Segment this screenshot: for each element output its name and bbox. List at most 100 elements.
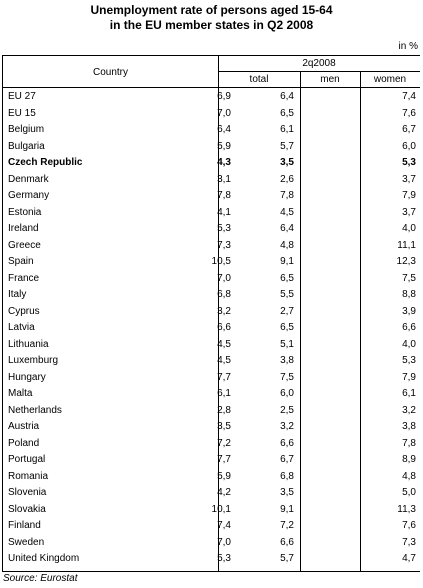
men-cell: 5,5 [280,289,294,300]
women-cell: 6,0 [402,140,416,152]
table-row: Denmark 3,1 2,6 3,7 [3,172,420,189]
header-women: women [373,74,407,85]
women-cell: 12,3 [396,256,416,267]
table-row: Portugal 7,7 6,7 8,9 [3,452,420,469]
table-row: Czech Republic 4,3 3,5 5,3 [3,155,420,172]
men-cell: 6,0 [280,388,294,399]
header-total: total [249,74,269,85]
table-row: Cyprus 3,2 2,7 3,9 [3,304,420,321]
men-cell: 4,5 [280,206,294,218]
total-cell: 7,0 [217,536,231,548]
table-row: Hungary 7,7 7,5 7,9 [3,370,420,387]
women-cell: 4,8 [402,470,416,482]
total-cell: 7,7 [217,454,231,465]
total-cell: 7,3 [217,239,231,251]
total-cell: 3,5 [217,421,231,432]
table-row: Belgium 6,4 6,1 6,7 [3,122,420,139]
total-cell: 5,9 [217,140,231,152]
total-cell: 7,4 [217,520,231,531]
men-cell: 2,6 [280,173,294,185]
country-cell: Austria [8,421,40,432]
country-cell: Luxemburg [8,355,59,366]
total-cell: 2,8 [217,404,231,416]
country-cell: EU 27 [8,91,36,102]
women-cell: 5,0 [402,487,416,498]
table-body: EU 27 6,9 6,4 7,4 EU 15 7,0 6,5 7,6 Belgium 6,4 6,… [3,89,420,568]
men-cell: 7,8 [280,190,294,201]
table-row: Germany 7,8 7,8 7,9 [3,188,420,205]
women-cell: 7,5 [402,272,416,284]
total-cell: 4,3 [217,157,231,168]
total-cell: 7,2 [217,437,231,449]
country-cell: Netherlands [8,404,62,416]
men-cell: 6,6 [280,437,294,449]
men-cell: 9,1 [280,256,294,267]
table-row: Latvia 6,6 6,5 6,6 [3,320,420,337]
table-row: Slovakia 10,1 9,1 11,3 [3,502,420,519]
total-cell: 10,1 [211,503,231,515]
table-row: Malta 6,1 6,0 6,1 [3,386,420,403]
table-row: Lithuania 4,5 5,1 4,0 [3,337,420,354]
table-row: Luxemburg 4,5 3,8 5,3 [3,353,420,370]
country-cell: Sweden [8,536,45,548]
table-row: Estonia 4,1 4,5 3,7 [3,205,420,222]
table-row: Poland 7,2 6,6 7,8 [3,436,420,453]
men-cell: 2,7 [280,305,294,317]
women-cell: 7,9 [402,371,416,383]
table-row: United Kingdom 5,3 5,7 4,7 [3,551,420,568]
country-cell: Italy [8,289,27,300]
table-row: Bulgaria 5,9 5,7 6,0 [3,139,420,156]
women-cell: 6,6 [402,322,416,333]
country-cell: Lithuania [8,338,49,350]
country-cell: Latvia [8,322,35,333]
women-cell: 3,8 [402,421,416,432]
table-row: Netherlands 2,8 2,5 3,2 [3,403,420,420]
women-cell: 7,6 [402,520,416,531]
table-row: Ireland 5,3 6,4 4,0 [3,221,420,238]
country-cell: Belgium [8,124,45,135]
header-divider [218,71,420,72]
men-cell: 2,5 [280,404,294,416]
country-cell: United Kingdom [8,553,80,564]
women-cell: 7,6 [402,107,416,119]
men-cell: 6,1 [280,124,294,135]
men-cell: 6,6 [280,536,294,548]
men-cell: 6,7 [280,454,294,465]
table-title: Unemployment rate of persons aged 15-64 … [0,3,423,33]
men-cell: 5,7 [280,553,294,564]
women-cell: 4,0 [402,338,416,350]
country-cell: France [8,272,40,284]
table-row: Italy 6,8 5,5 8,8 [3,287,420,304]
men-cell: 3,8 [280,355,294,366]
data-table: Country 2q2008 total men women EU 27 6,9 6… [2,55,420,572]
table-row: Finland 7,4 7,2 7,6 [3,518,420,535]
men-cell: 4,8 [280,239,294,251]
header-men: men [320,74,340,85]
source-note: Source: Eurostat [3,573,78,584]
title-line-2: in the EU member states in Q2 2008 [109,18,314,32]
country-cell: Bulgaria [8,140,45,152]
women-cell: 7,8 [402,437,416,449]
table-row: Romania 5,9 6,8 4,8 [3,469,420,486]
men-cell: 6,8 [280,470,294,482]
total-cell: 7,7 [217,371,231,383]
total-cell: 10,5 [211,256,231,267]
country-cell: Spain [8,256,34,267]
men-cell: 5,1 [280,338,294,350]
column-divider [360,72,361,571]
table-row: Sweden 7,0 6,6 7,3 [3,535,420,552]
country-cell: Romania [8,470,49,482]
total-cell: 4,1 [217,206,231,218]
women-cell: 3,7 [402,206,416,218]
women-cell: 6,7 [402,124,416,135]
table-row: Spain 10,5 9,1 12,3 [3,254,420,271]
total-cell: 4,5 [217,338,231,350]
total-cell: 7,0 [217,272,231,284]
header-country: Country [92,67,128,78]
women-cell: 3,7 [402,173,416,185]
country-cell: Malta [8,388,33,399]
men-cell: 3,5 [280,157,294,168]
table-row: Greece 7,3 4,8 11,1 [3,238,420,255]
table-row: EU 15 7,0 6,5 7,6 [3,106,420,123]
table-row: EU 27 6,9 6,4 7,4 [3,89,420,106]
